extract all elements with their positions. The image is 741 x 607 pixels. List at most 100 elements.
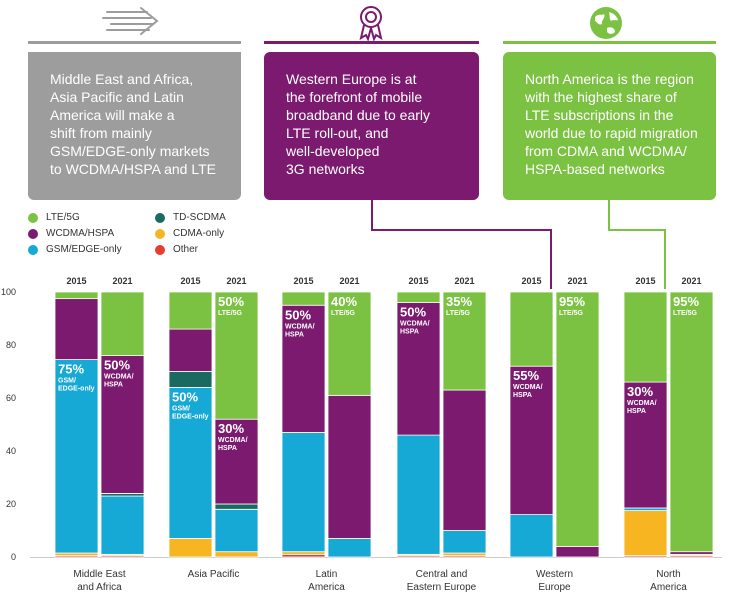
bar-segment xyxy=(442,389,487,531)
bar-segment xyxy=(555,546,600,558)
data-label-series: EDGE-only xyxy=(172,413,209,420)
callout-3-line: world due to rapid migration xyxy=(525,125,698,141)
bar-segment xyxy=(214,508,259,553)
data-label-pct: 40% xyxy=(331,294,357,309)
legend-swatch xyxy=(155,244,165,255)
bar-segment xyxy=(509,514,554,558)
bar-segment xyxy=(669,555,714,558)
data-label-series: HSPA xyxy=(627,408,646,415)
data-label-series: HSPA xyxy=(513,392,532,399)
data-label-pct: 75% xyxy=(58,362,84,377)
connector-north-america-v xyxy=(664,229,666,289)
data-label-series: LTE/5G xyxy=(673,310,698,317)
connector-western-europe xyxy=(371,200,373,230)
data-label-pct: 95% xyxy=(673,294,699,309)
year-label: 2015 xyxy=(408,276,428,286)
callout-box-2: Western Europe is at the forefront of mo… xyxy=(264,52,479,200)
bar-segment xyxy=(281,432,326,553)
bar-segment xyxy=(442,291,487,391)
bar-segment xyxy=(442,552,487,557)
bar-segment xyxy=(623,555,668,558)
y-tick-label: 80 xyxy=(6,340,16,350)
bar-segment xyxy=(281,553,326,558)
bar-segment xyxy=(100,355,145,494)
year-label: 2015 xyxy=(180,276,200,286)
bar-segment xyxy=(100,492,145,497)
callout-2-line: Western Europe is at xyxy=(286,71,417,87)
year-label: 2021 xyxy=(339,276,359,286)
bar-segment xyxy=(100,291,145,356)
callout-2-line: LTE roll-out, and xyxy=(286,125,389,141)
year-label: 2021 xyxy=(454,276,474,286)
callout-2-line: well-developed xyxy=(286,143,380,159)
data-label-pct: 50% xyxy=(172,389,198,404)
year-label: 2015 xyxy=(293,276,313,286)
bar-segment xyxy=(100,553,145,557)
data-label-series: WCDMA/ xyxy=(285,323,315,330)
data-label-series: HSPA xyxy=(218,445,237,452)
data-label-series: HSPA xyxy=(285,331,304,338)
legend-swatch xyxy=(28,228,38,239)
data-label-pct: 55% xyxy=(513,368,539,383)
y-tick-label: 100 xyxy=(1,287,16,297)
callout-2-line: 3G networks xyxy=(286,161,365,177)
legend-label: WCDMA/HSPA xyxy=(46,228,115,239)
data-label-series: HSPA xyxy=(104,382,123,389)
data-label-pct: 50% xyxy=(285,307,311,322)
bar-segment xyxy=(54,291,99,300)
year-label: 2021 xyxy=(226,276,246,286)
callout-box-3: North America is the region with the hig… xyxy=(503,52,716,200)
bar-segment xyxy=(396,291,441,304)
callout-1-line: Middle East and Africa, xyxy=(50,71,194,87)
legend-label: GSM/EDGE-only xyxy=(46,244,122,255)
data-label-pct: 50% xyxy=(104,358,130,373)
region-label: and Africa xyxy=(77,582,122,593)
bar-segment xyxy=(396,553,441,557)
bar-segment xyxy=(555,291,600,547)
callout-3-topline xyxy=(503,41,716,44)
bar-segment xyxy=(669,553,714,557)
year-label: 2015 xyxy=(521,276,541,286)
bar-segment xyxy=(168,291,213,330)
callout-1-line: Asia Pacific and Latin xyxy=(50,89,184,105)
data-label-series: WCDMA/ xyxy=(513,384,543,391)
legend-item-wcdma: WCDMA/HSPA xyxy=(28,228,114,239)
data-label-pct: 50% xyxy=(218,294,244,309)
bar-segment xyxy=(669,291,714,553)
bar-segment xyxy=(623,381,668,509)
legend-label: LTE/5G xyxy=(46,212,80,223)
bar-segment xyxy=(327,538,372,558)
bar-segment xyxy=(623,510,668,557)
callout-2-line: broadband due to early xyxy=(286,107,430,123)
region-label: Eastern Europe xyxy=(407,582,477,593)
bar-segment xyxy=(100,555,145,558)
data-label-series: LTE/5G xyxy=(559,310,584,317)
legend-swatch xyxy=(155,212,165,223)
legend-label: Other xyxy=(173,244,199,255)
callout-1-topline xyxy=(28,41,241,44)
region-label: Western xyxy=(536,569,573,580)
bar-segment xyxy=(281,291,326,306)
legend-label: CDMA-only xyxy=(173,228,225,239)
data-label-series: LTE/5G xyxy=(218,310,243,317)
bar-segment xyxy=(327,291,372,396)
region-label: Middle East xyxy=(73,569,125,580)
bar-segment xyxy=(214,503,259,510)
year-label: 2015 xyxy=(66,276,86,286)
bar-segment xyxy=(281,551,326,555)
region-label: Central and xyxy=(416,569,468,580)
data-label-pct: 95% xyxy=(559,294,585,309)
y-tick-label: 0 xyxy=(11,552,16,562)
legend-item-other: Other xyxy=(155,244,198,255)
bar-segment xyxy=(54,298,99,360)
connector-western-europe-v xyxy=(550,229,552,289)
data-label-pct: 35% xyxy=(446,294,472,309)
region-label: North xyxy=(656,569,680,580)
callout-2-topline xyxy=(264,41,479,44)
callout-3-line: with the highest share of xyxy=(525,89,677,105)
region-label: Europe xyxy=(538,582,571,593)
globe-icon xyxy=(587,4,625,47)
bar-segment xyxy=(54,552,99,557)
region-label: America xyxy=(650,582,687,593)
bar-segment xyxy=(442,555,487,558)
